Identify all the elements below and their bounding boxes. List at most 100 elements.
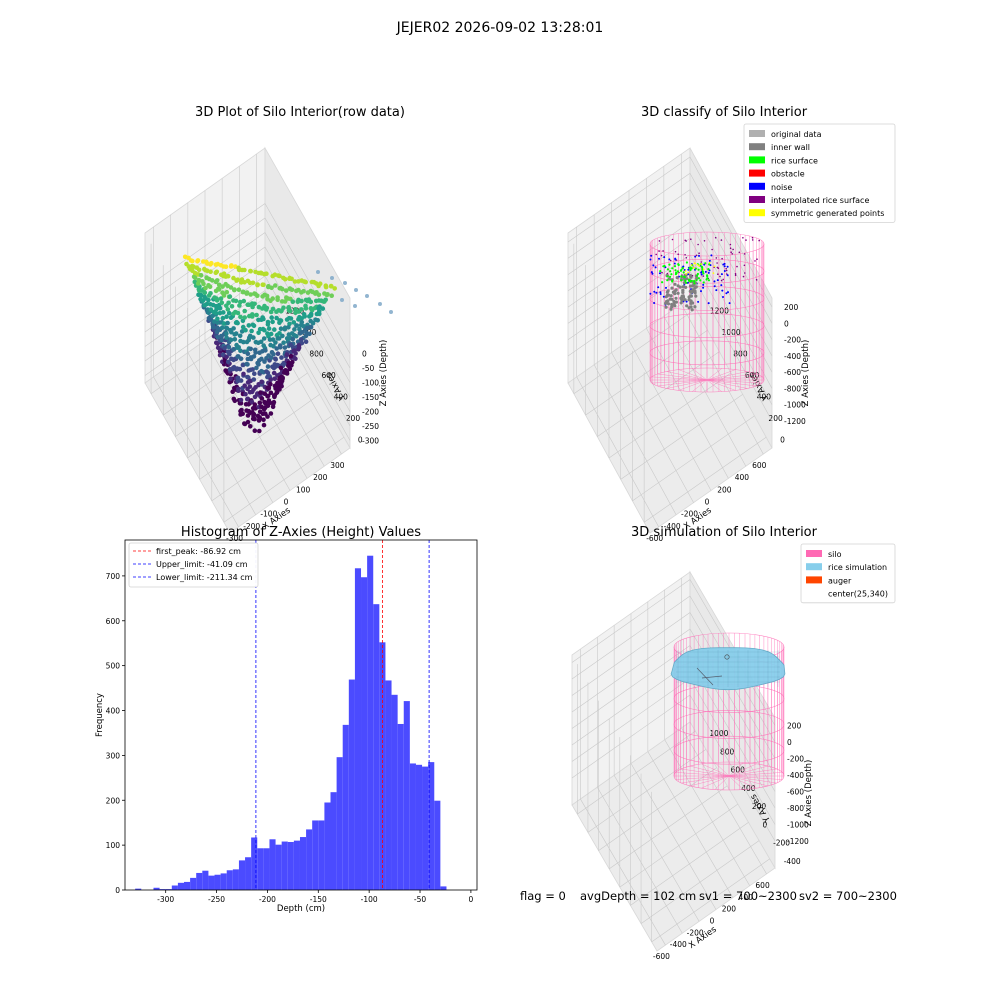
symmetric-point [685,273,687,275]
raw-point [251,323,257,329]
raw-point [277,273,282,279]
x-tick-label: 200 [717,485,732,494]
raw-point [238,400,244,406]
raw-point [231,326,236,331]
rice-surface-point [702,272,705,275]
silo-floor-spoke [728,775,744,790]
rice-surface-point [695,279,698,282]
inner-wall-point [665,290,669,294]
raw-point [247,384,253,389]
histogram-bar [245,857,252,890]
inner-wall-point [672,302,676,307]
noise-point [687,268,690,271]
x-gridline [580,798,666,946]
symmetric-point [702,268,705,271]
y-tick-label: -200 [773,839,790,848]
histogram-bar [428,762,435,890]
legend-swatch [749,182,765,190]
raw-point [236,287,242,293]
x-gridline [647,751,734,898]
histogram-bar [324,802,331,890]
center-marker [724,654,730,660]
interpolated-point [756,258,758,261]
raw-point [268,331,274,337]
histogram-legend: first_peak: -86.92 cm Upper_limit: -41.09… [128,542,259,588]
raw-point [221,321,227,326]
interpolated-point [677,253,679,255]
raw-point [258,390,263,395]
x-tick-label: -50 [414,895,426,904]
interpolated-point [719,275,721,278]
plot-simulation-title: 3D simulation of Silo Interior [631,525,818,540]
raw-point [225,349,231,355]
raw-point [265,322,271,327]
histogram-bar [190,877,197,890]
rice-surface-point [693,280,696,283]
histogram-bar [177,882,184,890]
raw-point [249,399,255,405]
noise-point [674,257,677,260]
inner-wall-point [667,277,671,281]
raw-point [238,348,243,354]
raw-point [295,299,301,305]
rice-surface-point [696,274,699,277]
z-gridline [689,189,773,340]
noise-point [685,300,688,303]
x-tick-label: -250 [208,895,225,904]
rice-surface-point [682,271,685,274]
inner-wall-point [689,299,693,303]
silo-floor-spoke [706,379,757,387]
interpolated-point [669,259,672,262]
raw-point [261,422,267,428]
histogram-bar [391,694,398,890]
raw-point [252,402,258,407]
raw-point [265,364,271,369]
histogram-bar [165,889,172,890]
plot-raw-title: 3D Plot of Silo Interior(row data) [195,105,405,120]
legend-label: Upper_limit: -41.09 cm [156,560,248,569]
raw-point [228,264,234,269]
z-gridline-back [571,612,691,696]
silo-floor-spoke [728,772,783,777]
legend-swatch [749,156,765,164]
inner-wall-point [693,305,697,309]
raw-point [279,355,284,360]
raw-point [236,386,241,392]
raw-point [233,298,239,304]
rice-surface-point [697,277,701,280]
raw-point [308,324,313,330]
raw-point [241,298,247,304]
rice-surface-point [680,268,683,271]
interpolated-point [662,250,664,252]
histogram-bar [409,763,416,890]
histogram-bar [281,841,288,890]
rice-surface-point [706,277,709,280]
raw-point [252,428,258,434]
raw-point [293,351,298,356]
raw-outlier-point [389,310,393,314]
rice-surface-point [693,282,696,285]
rice-surface-point [704,262,707,265]
inner-wall-point [673,289,677,293]
simulation-legend: silo rice simulation auger center(25,340) [800,543,896,604]
raw-point [249,328,254,334]
raw-point [278,326,284,332]
interpolated-point [736,265,738,268]
z-tick-label: -1000 [784,401,806,410]
raw-point [257,400,263,406]
inner-wall-point [674,296,678,300]
raw-point [291,320,297,325]
inner-wall-point [666,299,670,303]
noise-point [698,254,700,257]
noise-point [668,258,671,261]
silo-floor-spoke [728,775,783,780]
x-gridline [664,739,750,886]
raw-point [308,311,314,317]
noise-point [707,302,710,305]
z-tick-label: -1200 [787,837,809,846]
histogram-bar [196,872,203,890]
raw-point [235,277,240,283]
raw-point [317,281,323,287]
rice-surface-point [701,270,705,273]
inner-wall-point [695,276,699,280]
